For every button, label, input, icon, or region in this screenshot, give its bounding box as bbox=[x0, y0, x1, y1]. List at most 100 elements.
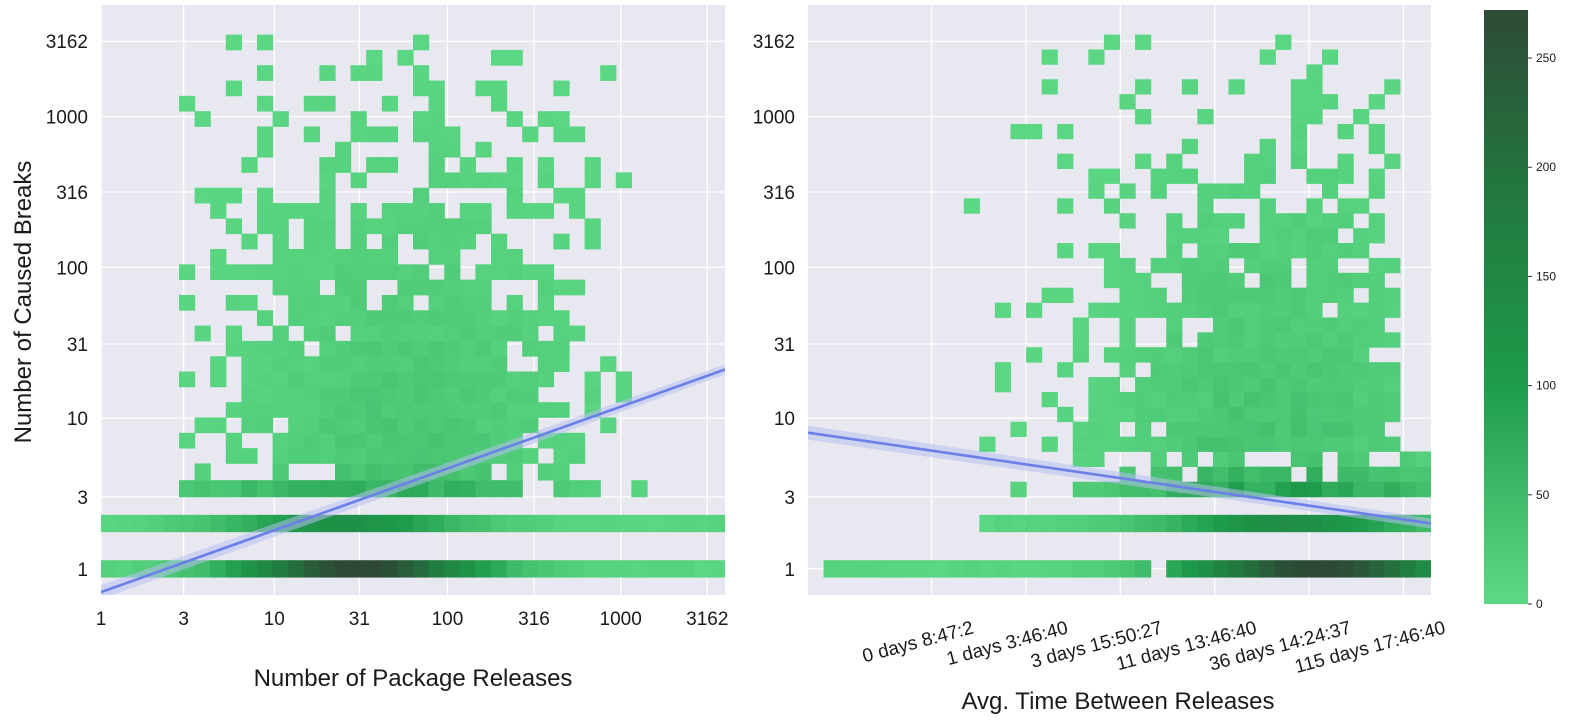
heatmap-cell bbox=[366, 402, 383, 418]
heatmap-cell bbox=[350, 172, 367, 189]
heatmap-cell bbox=[1166, 213, 1183, 229]
heatmap-cell bbox=[1337, 514, 1354, 533]
heatmap-cell bbox=[1368, 332, 1385, 348]
heatmap-cell bbox=[1088, 168, 1105, 184]
heatmap-cell bbox=[1259, 514, 1276, 533]
heatmap-cell bbox=[1197, 228, 1214, 244]
heatmap-cell bbox=[1197, 391, 1214, 408]
heatmap-cell bbox=[1275, 560, 1292, 578]
heatmap-cell bbox=[569, 187, 586, 204]
heatmap-cell bbox=[1212, 213, 1230, 229]
heatmap-cell bbox=[303, 249, 320, 265]
heatmap-cell bbox=[210, 203, 227, 219]
heatmap-cell bbox=[1353, 243, 1370, 259]
heatmap-cell bbox=[537, 402, 554, 418]
heatmap-cell bbox=[444, 249, 461, 265]
heatmap-cell bbox=[1166, 406, 1183, 423]
heatmap-cell bbox=[366, 249, 383, 265]
heatmap-cell bbox=[257, 65, 274, 81]
heatmap-cell bbox=[1415, 481, 1431, 498]
heatmap-cell bbox=[1368, 317, 1385, 333]
heatmap-cell bbox=[288, 203, 305, 219]
heatmap-cell bbox=[475, 218, 492, 235]
heatmap-cell bbox=[210, 356, 227, 372]
heatmap-cell bbox=[693, 514, 710, 533]
heatmap-cell bbox=[584, 172, 601, 189]
heatmap-cell bbox=[1259, 421, 1276, 438]
heatmap-cell bbox=[303, 95, 320, 112]
heatmap-cell bbox=[319, 264, 336, 281]
heatmap-cell bbox=[1181, 272, 1198, 289]
heatmap-cell bbox=[257, 218, 274, 235]
heatmap-cell bbox=[491, 386, 508, 403]
heatmap-cell bbox=[319, 514, 336, 533]
heatmap-cell bbox=[1368, 362, 1385, 378]
heatmap-cell bbox=[1119, 213, 1136, 229]
heatmap-cell bbox=[1384, 287, 1401, 303]
heatmap-cell bbox=[979, 560, 996, 578]
heatmap-cell bbox=[1212, 362, 1230, 378]
heatmap-cell bbox=[1306, 436, 1323, 452]
heatmap-cell bbox=[1353, 198, 1370, 214]
heatmap-cell bbox=[1088, 243, 1105, 259]
heatmap-cell bbox=[1275, 332, 1292, 348]
heatmap-cell bbox=[1353, 302, 1370, 318]
heatmap-cell bbox=[979, 436, 996, 452]
heatmap-cell bbox=[1259, 481, 1276, 498]
heatmap-cell bbox=[241, 233, 258, 250]
heatmap-cell bbox=[1197, 183, 1214, 199]
heatmap-cell bbox=[1166, 243, 1183, 259]
heatmap-cell bbox=[1197, 436, 1214, 452]
heatmap-cell bbox=[241, 560, 258, 578]
heatmap-cell bbox=[1181, 421, 1198, 438]
heatmap-cell bbox=[350, 463, 367, 481]
heatmap-cell bbox=[428, 417, 445, 434]
heatmap-cell bbox=[553, 356, 570, 372]
heatmap-cell bbox=[319, 560, 336, 578]
heatmap-cell bbox=[584, 560, 601, 578]
heatmap-cell bbox=[475, 340, 492, 357]
heatmap-cell bbox=[241, 386, 258, 403]
heatmap-cell bbox=[350, 371, 367, 388]
heatmap-cell bbox=[631, 514, 648, 533]
heatmap-cell bbox=[1275, 466, 1292, 483]
heatmap-cell bbox=[1275, 436, 1292, 452]
heatmap-cell bbox=[366, 417, 383, 434]
heatmap-cell bbox=[366, 560, 383, 578]
heatmap-cell bbox=[459, 325, 476, 342]
heatmap-cell bbox=[1088, 183, 1105, 199]
heatmap-cell bbox=[1290, 317, 1307, 333]
regression-line bbox=[101, 368, 725, 594]
y-tick-label: 1 bbox=[784, 560, 795, 581]
heatmap-cell bbox=[1353, 109, 1370, 125]
heatmap-cell bbox=[1135, 34, 1152, 50]
heatmap-cell bbox=[1290, 347, 1307, 363]
heatmap-cell bbox=[319, 218, 336, 235]
heatmap-cell bbox=[1275, 272, 1292, 289]
heatmap-cell bbox=[491, 49, 508, 66]
heatmap-cell bbox=[428, 172, 445, 189]
heatmap-cell bbox=[491, 325, 508, 342]
heatmap-cell bbox=[475, 463, 492, 481]
heatmap-cell bbox=[272, 560, 289, 578]
y-tick-label: 31 bbox=[67, 335, 88, 356]
heatmap-cell bbox=[397, 294, 414, 311]
heatmap-cell bbox=[1103, 34, 1121, 50]
heatmap-cell bbox=[272, 340, 289, 357]
heatmap-cell bbox=[257, 95, 274, 112]
heatmap-cell bbox=[413, 233, 430, 250]
heatmap-cell bbox=[1212, 514, 1230, 533]
heatmap-cell bbox=[1337, 377, 1354, 393]
heatmap-cell bbox=[1384, 436, 1401, 452]
heatmap-cell bbox=[1119, 347, 1136, 363]
heatmap-cell bbox=[1259, 362, 1276, 378]
heatmap-cell bbox=[1368, 466, 1385, 483]
heatmap-cell bbox=[444, 402, 461, 418]
heatmap-cell bbox=[1119, 257, 1136, 274]
heatmap-cell bbox=[584, 233, 601, 250]
heatmap-cell bbox=[366, 340, 383, 357]
heatmap-cell bbox=[1290, 228, 1307, 244]
heatmap-cell bbox=[101, 514, 118, 533]
heatmap-cell bbox=[1181, 138, 1198, 155]
heatmap-cell bbox=[335, 463, 352, 481]
